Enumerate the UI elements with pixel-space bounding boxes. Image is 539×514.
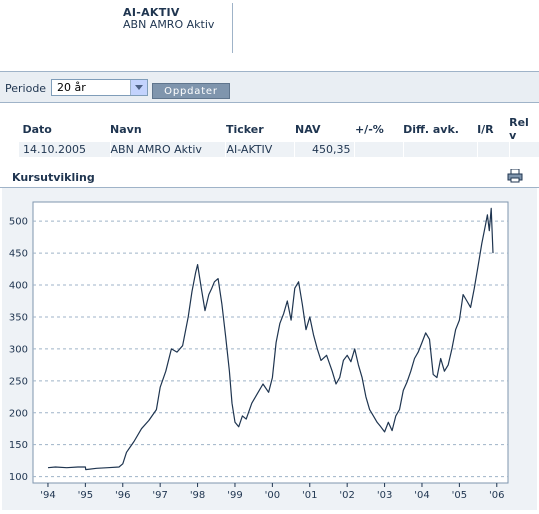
x-tick-label: '05 (452, 490, 467, 501)
header-ticker: AI-AKTIV (123, 6, 180, 19)
col-header-nav: NAV (294, 122, 321, 136)
y-tick-label: 150 (9, 440, 28, 451)
cell-date: 14.10.2005 (18, 142, 111, 157)
cell-change (354, 142, 404, 157)
y-tick-label: 350 (9, 312, 28, 323)
x-tick-label: '03 (377, 490, 392, 501)
chart-panel: 100 150 200 250 300 350 400 450 500 '94 '95 '96 '97 '… (2, 188, 537, 510)
printer-icon[interactable] (507, 169, 523, 183)
y-tick-label: 500 (9, 217, 28, 228)
update-button[interactable]: Oppdater (152, 83, 230, 99)
col-header-name: Navn (110, 122, 142, 136)
x-tick-label: '06 (489, 490, 504, 501)
x-tick-label: '00 (265, 490, 280, 501)
y-tick-label: 400 (9, 281, 28, 292)
x-tick-label: '04 (414, 490, 429, 501)
x-tick-label: '96 (115, 490, 130, 501)
cell-name: ABN AMRO Aktiv (109, 142, 226, 157)
x-tick-label: '01 (302, 490, 317, 501)
y-tick-label: 100 (9, 472, 28, 483)
y-tick-label: 200 (9, 408, 28, 419)
section-divider (0, 187, 539, 188)
cell-nav: 450,35 (294, 142, 355, 157)
x-tick-label: '97 (152, 490, 167, 501)
y-tick-label: 250 (9, 376, 28, 387)
header-divider (232, 3, 233, 53)
x-tick-label: '94 (40, 490, 55, 501)
plot-area (32, 201, 509, 484)
col-header-ticker: Ticker (225, 122, 264, 136)
col-header-diff: Diff. avk. (403, 122, 459, 136)
period-label: Periode (5, 82, 47, 95)
col-header-ir: I/R (477, 122, 494, 136)
section-title: Kursutvikling (12, 171, 95, 184)
cell-diff (402, 142, 478, 157)
x-tick-label: '02 (339, 490, 354, 501)
col-header-relv: Rel v (509, 116, 529, 142)
table-row: 14.10.2005 ABN AMRO Aktiv AI-AKTIV 450,3… (18, 142, 539, 157)
price-chart: 100 150 200 250 300 350 400 450 500 '94 '95 '96 '97 '… (9, 201, 509, 501)
x-tick-label: '95 (78, 490, 93, 501)
fund-table: Dato Navn Ticker NAV +/-% Diff. avk. I/R… (18, 116, 539, 157)
table-header-row: Dato Navn Ticker NAV +/-% Diff. avk. I/R… (19, 116, 539, 142)
col-header-change: +/-% (354, 122, 384, 136)
period-bar: Periode 20 år Oppdater (0, 71, 539, 103)
cell-relv (508, 142, 539, 157)
x-tick-label: '99 (227, 490, 242, 501)
x-tick-label: '98 (190, 490, 205, 501)
cell-ticker: AI-AKTIV (225, 142, 295, 157)
series-line (47, 207, 494, 471)
y-tick-label: 450 (9, 249, 28, 260)
period-select[interactable]: 20 år (51, 79, 148, 96)
chevron-down-icon[interactable] (130, 80, 147, 95)
period-select-value: 20 år (57, 81, 86, 94)
col-header-date: Dato (22, 122, 52, 136)
cell-ir (476, 142, 510, 157)
y-tick-label: 300 (9, 344, 28, 355)
header-fund-name: ABN AMRO Aktiv (123, 18, 215, 31)
